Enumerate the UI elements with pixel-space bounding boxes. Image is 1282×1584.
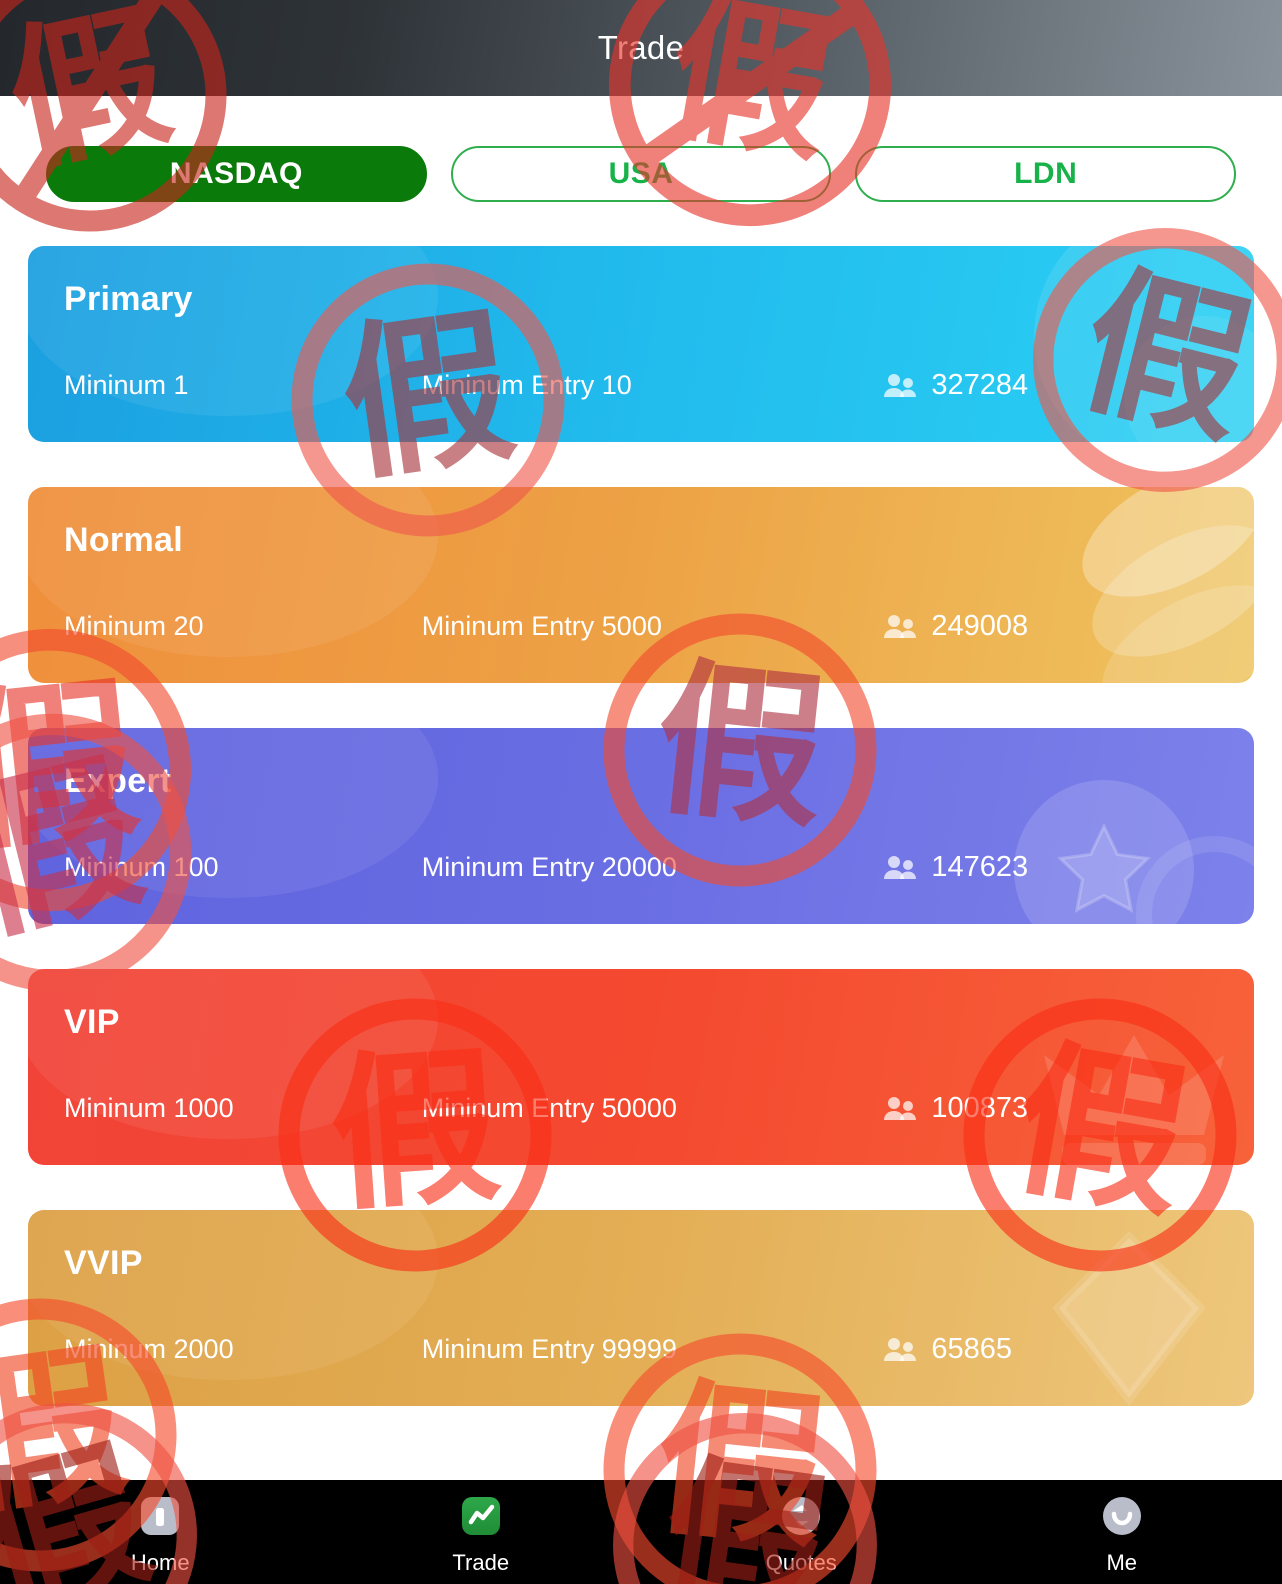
level-user-count: 100873 bbox=[931, 1092, 1029, 1124]
app-header: Trade bbox=[0, 0, 1282, 96]
level-card-vvip[interactable]: VVIP Mininum 2000 Mininum Entry 99999 65… bbox=[28, 1210, 1254, 1406]
level-entry: Mininum Entry 50000 bbox=[421, 1093, 677, 1123]
nav-item-home[interactable]: Home bbox=[0, 1489, 321, 1576]
level-meta: Mininum 2000 Mininum Entry 99999 65865 bbox=[28, 1333, 1254, 1366]
market-tab-label: USA bbox=[608, 157, 674, 190]
market-tab-ldn[interactable]: LDN bbox=[855, 146, 1237, 202]
coins-decoration bbox=[1034, 487, 1254, 683]
level-users: 147623 bbox=[883, 851, 1218, 884]
people-icon bbox=[884, 855, 917, 879]
level-entry: Mininum Entry 20000 bbox=[421, 852, 677, 882]
level-name: VVIP bbox=[64, 1244, 143, 1282]
market-tab-usa[interactable]: USA bbox=[450, 146, 832, 202]
level-meta: Mininum 20 Mininum Entry 5000 249008 bbox=[28, 610, 1254, 643]
nav-item-label: Home bbox=[130, 1549, 190, 1575]
nav-item-label: Me bbox=[1106, 1549, 1138, 1575]
people-icon bbox=[884, 1096, 917, 1120]
level-users: 249008 bbox=[883, 610, 1218, 643]
level-card-expert[interactable]: Expert Mininum 100 Mininum Entry 20000 1… bbox=[28, 728, 1254, 924]
level-name: VIP bbox=[64, 1003, 120, 1041]
level-minimum: Mininum 2000 bbox=[64, 1334, 234, 1364]
people-icon bbox=[884, 614, 917, 638]
level-users: 327284 bbox=[883, 369, 1218, 402]
nav-item-label: Trade bbox=[452, 1549, 510, 1575]
nav-item-me[interactable]: Me bbox=[962, 1489, 1282, 1576]
chart-icon bbox=[461, 1496, 500, 1535]
level-meta: Mininum 1000 Mininum Entry 50000 100873 bbox=[28, 1092, 1254, 1125]
level-entry: Mininum Entry 99999 bbox=[421, 1334, 677, 1364]
market-tab-bar: NASDAQ USA LDN bbox=[0, 96, 1282, 202]
level-user-count: 249008 bbox=[931, 610, 1029, 642]
level-users: 65865 bbox=[883, 1333, 1218, 1366]
nav-item-trade[interactable]: Trade bbox=[321, 1489, 642, 1576]
page-title: Trade bbox=[597, 29, 685, 66]
home-icon bbox=[141, 1496, 180, 1535]
level-entry: Mininum Entry 5000 bbox=[421, 611, 662, 641]
market-tab-label: NASDAQ bbox=[169, 157, 303, 190]
level-card-vip[interactable]: VIP Mininum 1000 Mininum Entry 50000 100… bbox=[28, 969, 1254, 1165]
people-icon bbox=[884, 1337, 917, 1361]
level-name: Normal bbox=[64, 521, 183, 559]
bubble-icon bbox=[1034, 246, 1254, 442]
market-tab-nasdaq[interactable]: NASDAQ bbox=[46, 146, 427, 202]
nav-item-label: Quotes bbox=[765, 1549, 837, 1575]
level-name: Primary bbox=[64, 280, 193, 318]
level-card-list: Primary Mininum 1 Mininum Entry 10 32728… bbox=[0, 202, 1282, 1406]
quotes-icon bbox=[782, 1496, 821, 1535]
level-minimum: Mininum 100 bbox=[64, 852, 219, 882]
person-icon bbox=[1102, 1496, 1141, 1535]
coin-stack-icon bbox=[1082, 487, 1254, 683]
people-icon bbox=[884, 373, 917, 397]
level-user-count: 147623 bbox=[931, 851, 1029, 883]
level-entry: Mininum Entry 10 bbox=[421, 370, 632, 400]
level-user-count: 327284 bbox=[931, 369, 1029, 401]
level-minimum: Mininum 20 bbox=[64, 611, 204, 641]
level-card-normal[interactable]: Normal Mininum 20 Mininum Entry 5000 249… bbox=[28, 487, 1254, 683]
nav-item-quotes[interactable]: Quotes bbox=[641, 1489, 962, 1576]
bottom-navigation-bar: Home Trade Quotes bbox=[0, 1480, 1282, 1584]
bubble-decoration bbox=[994, 246, 1254, 442]
level-user-count: 65865 bbox=[931, 1333, 1012, 1365]
level-meta: Mininum 1 Mininum Entry 10 327284 bbox=[28, 369, 1254, 402]
level-card-primary[interactable]: Primary Mininum 1 Mininum Entry 10 32728… bbox=[28, 246, 1254, 442]
level-name: Expert bbox=[64, 762, 172, 800]
level-minimum: Mininum 1000 bbox=[64, 1093, 234, 1123]
level-meta: Mininum 100 Mininum Entry 20000 147623 bbox=[28, 851, 1254, 884]
market-tab-label: LDN bbox=[1014, 157, 1078, 190]
level-minimum: Mininum 1 bbox=[64, 370, 189, 400]
level-users: 100873 bbox=[883, 1092, 1218, 1125]
